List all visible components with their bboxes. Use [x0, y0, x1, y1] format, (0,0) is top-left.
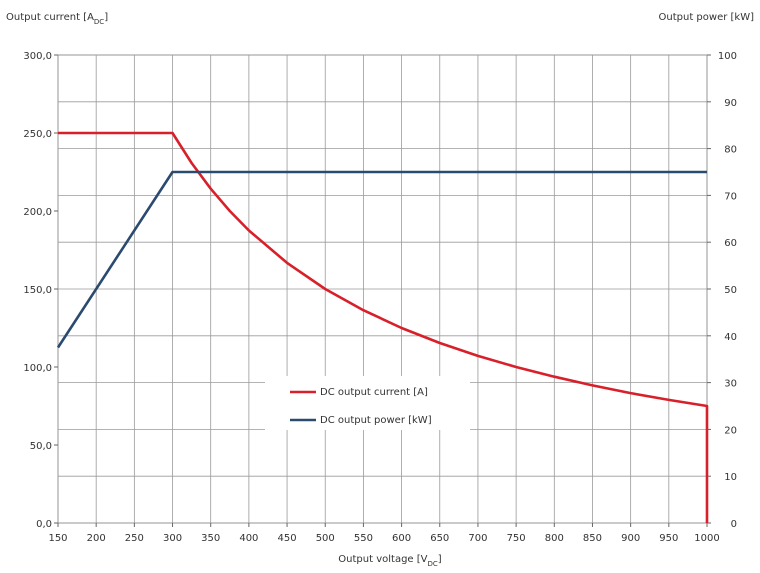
x-tick-label: 950 — [659, 533, 678, 544]
y-axis-left-title: Output current [ADC] — [6, 12, 108, 26]
x-tick-label: 600 — [392, 533, 411, 544]
x-tick-label: 250 — [125, 533, 144, 544]
y-left-tick-label: 250,0 — [23, 129, 52, 140]
series-line-power — [58, 172, 707, 348]
y-right-tick-label: 0 — [731, 519, 737, 530]
x-tick-label: 700 — [468, 533, 487, 544]
x-tick-label: 200 — [87, 533, 106, 544]
x-tick-label: 400 — [239, 533, 258, 544]
y-right-tick-label: 30 — [724, 379, 737, 390]
y-right-tick-label: 20 — [724, 425, 737, 436]
x-tick-label: 800 — [545, 533, 564, 544]
x-tick-label: 650 — [430, 533, 449, 544]
x-tick-label: 750 — [507, 533, 526, 544]
y-left-tick-label: 0,0 — [36, 519, 52, 530]
series-line-current — [58, 133, 707, 523]
y-left-tick-label: 300,0 — [23, 51, 52, 62]
y-right-tick-label: 50 — [724, 285, 737, 296]
y-right-tick-label: 90 — [724, 98, 737, 109]
y-left-tick-label: 100,0 — [23, 363, 52, 374]
y-right-tick-label: 10 — [724, 472, 737, 483]
y-left-tick-label: 200,0 — [23, 207, 52, 218]
y-right-tick-label: 40 — [724, 332, 737, 343]
x-axis-title: Output voltage [VDC] — [338, 554, 441, 568]
x-tick-label: 350 — [201, 533, 220, 544]
x-tick-label: 900 — [621, 533, 640, 544]
y-right-tick-label: 100 — [718, 51, 737, 62]
legend-label-current: DC output current [A] — [320, 387, 428, 398]
grid-layer — [58, 55, 707, 523]
series-layer — [58, 133, 707, 523]
x-tick-label: 1000 — [694, 533, 719, 544]
x-tick-label: 450 — [278, 533, 297, 544]
y-left-tick-label: 150,0 — [23, 285, 52, 296]
x-tick-label: 150 — [48, 533, 67, 544]
x-tick-label: 300 — [163, 533, 182, 544]
y-right-tick-label: 80 — [724, 145, 737, 156]
legend-label-power: DC output power [kW] — [320, 415, 432, 426]
x-tick-label: 850 — [583, 533, 602, 544]
y-left-tick-label: 50,0 — [30, 441, 52, 452]
y-right-tick-label: 60 — [724, 238, 737, 249]
x-tick-label: 550 — [354, 533, 373, 544]
y-right-tick-label: 70 — [724, 191, 737, 202]
y-axis-right-title: Output power [kW] — [659, 12, 755, 23]
x-tick-label: 500 — [316, 533, 335, 544]
legend: DC output current [A] DC output power [k… — [265, 376, 470, 430]
